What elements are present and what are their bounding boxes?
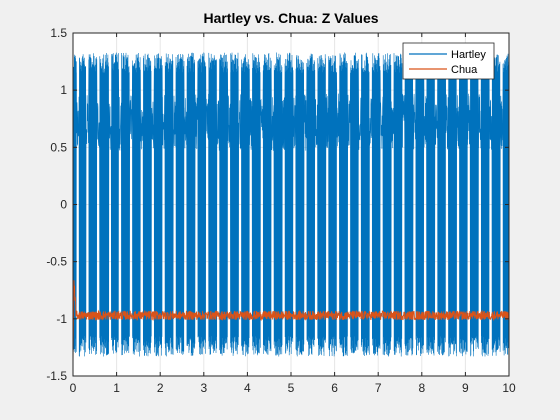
legend-box bbox=[402, 42, 495, 80]
x-tick-label: 5 bbox=[288, 381, 295, 395]
x-tick-label: 2 bbox=[157, 381, 164, 395]
x-tick-label: 1 bbox=[113, 381, 120, 395]
y-tick-label: 1.5 bbox=[50, 26, 67, 40]
x-tick-label: 8 bbox=[418, 381, 425, 395]
legend: Hartley Chua bbox=[402, 42, 495, 80]
x-tick-label: 7 bbox=[375, 381, 382, 395]
x-tick-label: 3 bbox=[200, 381, 207, 395]
x-tick-label: 9 bbox=[462, 381, 469, 395]
x-tick-label: 10 bbox=[502, 381, 516, 395]
x-tick-label: 6 bbox=[331, 381, 338, 395]
chart-title: Hartley vs. Chua: Z Values bbox=[203, 10, 378, 26]
y-tick-label: 0.5 bbox=[50, 140, 67, 154]
y-tick-label: -0.5 bbox=[46, 255, 67, 269]
y-tick-label: -1 bbox=[56, 312, 67, 326]
series-layer bbox=[72, 52, 510, 369]
y-tick-label: 0 bbox=[60, 198, 67, 212]
y-tick-label: 1 bbox=[60, 83, 67, 97]
series-line-hartley bbox=[72, 52, 510, 357]
tick-layer: 0 1 2 3 4 5 6 7 8 9 10 -1.5 -1 -0.5 0 0.5 1 1.5 bbox=[46, 26, 516, 395]
x-tick-label: 0 bbox=[70, 381, 77, 395]
series-line-chua bbox=[72, 280, 510, 369]
y-tick-label: -1.5 bbox=[46, 369, 67, 383]
legend-label: Hartley bbox=[451, 49, 486, 61]
legend-label: Chua bbox=[451, 64, 478, 76]
x-tick-label: 4 bbox=[244, 381, 251, 395]
